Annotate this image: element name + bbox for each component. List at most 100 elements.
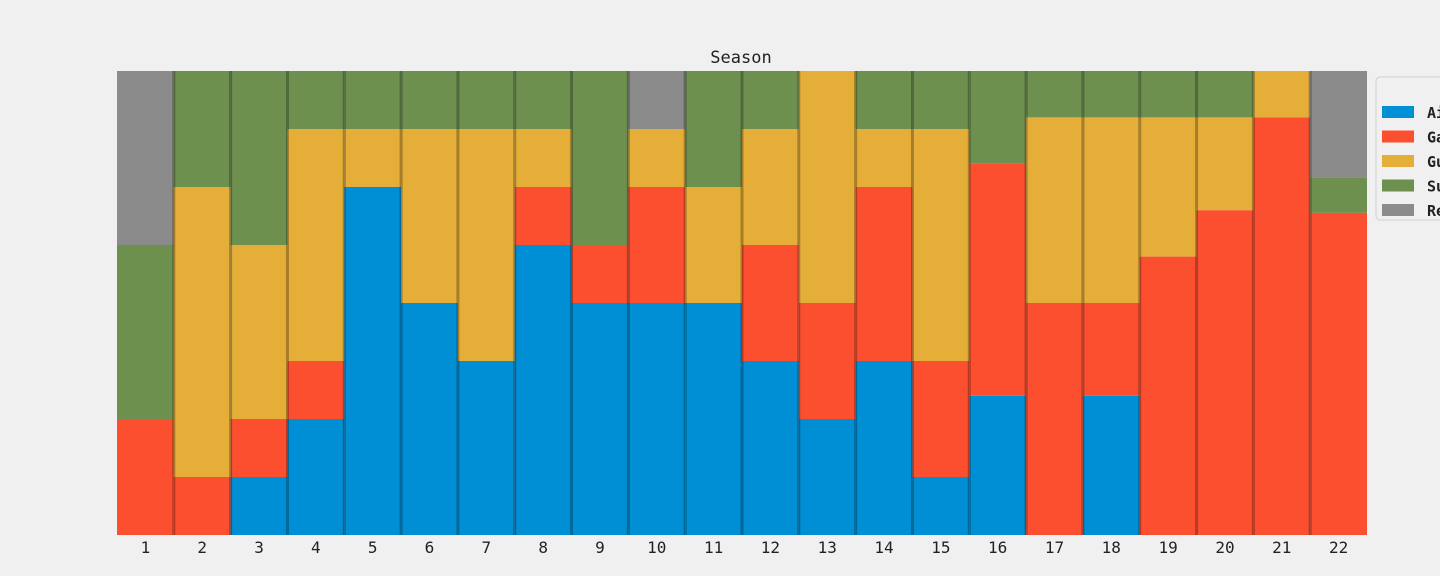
bar-segment-5-su	[344, 71, 402, 129]
bar-segment-13-gu	[798, 71, 856, 303]
bar-segment-4-su	[287, 71, 345, 129]
x-tick-label: 13	[818, 538, 837, 557]
bar-segment-7-gu	[457, 129, 515, 361]
bar-segment-8-su	[514, 71, 572, 129]
legend: Ai Ga Gu Su Re	[1375, 76, 1440, 221]
legend-label-ai: Ai	[1427, 104, 1440, 122]
bar-segment-3-su	[230, 71, 288, 245]
bar-segment-10-re	[628, 71, 686, 129]
bar-segment-13-ga	[798, 303, 856, 419]
bar-segment-12-gu	[742, 129, 799, 245]
bar-segment-18-ai	[1082, 395, 1140, 535]
bar-segment-4-ga	[287, 361, 345, 419]
x-tick-label: 1	[141, 538, 151, 557]
bar-segment-3-ga	[230, 419, 288, 477]
legend-swatch-ga	[1382, 130, 1414, 143]
bar-segment-8-ai	[514, 245, 572, 535]
bar-segment-19-ga	[1139, 256, 1197, 535]
bar-segment-9-ga	[571, 245, 629, 303]
bar-segment-6-ai	[401, 303, 458, 535]
bar-segment-21-gu	[1253, 71, 1311, 118]
x-tick-label: 17	[1045, 538, 1064, 557]
bar-segment-9-su	[571, 71, 629, 245]
bar-segment-15-ga	[912, 361, 970, 477]
bar-segment-20-ga	[1196, 210, 1254, 535]
bar-segment-17-gu	[1026, 117, 1083, 304]
bar-segment-15-su	[912, 71, 970, 129]
bar-segment-2-ga	[173, 477, 231, 535]
bar-segment-11-ai	[685, 303, 742, 535]
bar-segment-6-gu	[401, 129, 458, 303]
bar-segment-22-re	[1310, 71, 1367, 178]
bar-segment-12-su	[742, 71, 799, 129]
bar-segment-5-ai	[344, 187, 402, 535]
bar-segment-15-gu	[912, 129, 970, 361]
bar-segment-16-ga	[969, 163, 1027, 396]
x-tick-label: 22	[1329, 538, 1348, 557]
bar-segment-14-ai	[855, 361, 913, 535]
x-tick-label: 11	[704, 538, 723, 557]
legend-swatch-ai	[1382, 106, 1414, 118]
bar-segment-4-ai	[287, 419, 345, 535]
bar-segment-11-gu	[685, 187, 742, 303]
legend-label-gu: Gu	[1427, 153, 1440, 171]
bar-segment-12-ga	[742, 245, 799, 361]
bar-segment-7-su	[457, 71, 515, 129]
bar-segment-16-su	[969, 71, 1027, 164]
x-tick-label: 18	[1102, 538, 1121, 557]
bar-segment-18-su	[1082, 71, 1140, 118]
bar-segment-5-gu	[344, 129, 402, 187]
bar-segment-2-su	[173, 71, 231, 187]
x-tick-label: 10	[647, 538, 666, 557]
legend-box	[1375, 76, 1440, 221]
bar-segment-19-gu	[1139, 117, 1197, 257]
bar-segment-10-ai	[628, 303, 686, 535]
bar-segment-17-ga	[1026, 303, 1083, 535]
bar-segment-14-su	[855, 71, 913, 129]
x-tick-label: 20	[1215, 538, 1234, 557]
legend-swatch-su	[1382, 179, 1414, 192]
x-tick-label: 12	[761, 538, 780, 557]
bar-segment-6-su	[401, 71, 458, 129]
bar-segment-1-ga	[117, 419, 174, 535]
bar-segment-15-ai	[912, 477, 970, 535]
x-tick-label: 14	[874, 538, 893, 557]
x-tick-label: 6	[425, 538, 435, 557]
bar-segment-10-gu	[628, 129, 686, 187]
bar-segment-22-ga	[1310, 212, 1367, 535]
bar-segment-9-ai	[571, 303, 629, 535]
x-tick-label: 15	[931, 538, 950, 557]
x-tick-label: 2	[197, 538, 207, 557]
bar-segment-21-ga	[1253, 117, 1311, 536]
bar-segment-14-ga	[855, 187, 913, 361]
bar-segment-1-re	[117, 71, 174, 245]
bar-segment-10-ga	[628, 187, 686, 303]
legend-swatch-gu	[1382, 155, 1414, 167]
x-tick-label: 21	[1272, 538, 1291, 557]
x-tick-label: 5	[368, 538, 378, 557]
bar-segment-3-ai	[230, 477, 288, 535]
x-tick-label: 16	[988, 538, 1007, 557]
bar-segment-18-ga	[1082, 303, 1140, 396]
x-tick-label: 4	[311, 538, 321, 557]
bar-segment-16-ai	[969, 395, 1027, 535]
bar-segment-13-ai	[798, 419, 856, 535]
x-tick-label: 3	[254, 538, 264, 557]
bar-segment-8-ga	[514, 187, 572, 245]
bar-segment-12-ai	[742, 361, 799, 535]
legend-label-su: Su	[1427, 178, 1440, 196]
x-tick-labels: 1 2 3 4 5 6 7 8 9 10 11 12 13 14 15 16 17 18 19 20 21 22	[141, 538, 1349, 557]
x-tick-label: 7	[481, 538, 491, 557]
bar-segment-19-su	[1139, 71, 1197, 118]
bar-segment-22-su	[1310, 177, 1367, 213]
legend-label-ga: Ga	[1427, 129, 1440, 147]
chart-title: Season	[710, 48, 771, 68]
bars-group	[117, 71, 1367, 536]
bar-segment-7-ai	[457, 361, 515, 535]
bar-segment-11-su	[685, 71, 742, 187]
bar-segment-17-su	[1026, 71, 1083, 118]
bar-segment-20-su	[1196, 71, 1254, 118]
bar-segment-8-gu	[514, 129, 572, 187]
x-tick-label: 8	[538, 538, 548, 557]
